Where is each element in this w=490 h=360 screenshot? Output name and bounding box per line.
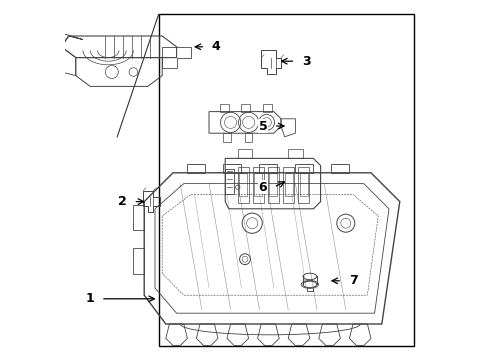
Bar	[300, 173, 308, 196]
Bar	[270, 173, 277, 196]
Bar	[285, 173, 293, 196]
Bar	[268, 167, 279, 203]
Bar	[225, 169, 234, 194]
Bar	[245, 133, 252, 142]
Bar	[254, 173, 262, 196]
Bar	[288, 149, 303, 158]
Text: 6: 6	[259, 181, 268, 194]
Text: 7: 7	[348, 274, 357, 287]
Bar	[238, 149, 252, 158]
Text: 5: 5	[259, 120, 268, 132]
Bar	[239, 173, 247, 196]
Text: 1: 1	[86, 292, 95, 305]
Text: 4: 4	[212, 40, 220, 53]
Text: 3: 3	[302, 55, 311, 68]
Bar	[331, 164, 349, 173]
Bar	[295, 164, 314, 173]
Bar	[223, 164, 242, 173]
Bar	[283, 167, 294, 203]
Bar	[242, 104, 250, 112]
Text: 2: 2	[118, 195, 127, 208]
Bar	[133, 205, 144, 230]
Bar	[223, 133, 231, 142]
Bar	[263, 104, 272, 112]
Bar	[187, 164, 205, 173]
Bar	[159, 14, 414, 346]
Bar	[238, 167, 248, 203]
Bar	[220, 104, 229, 112]
Bar	[133, 248, 144, 274]
Bar	[253, 167, 264, 203]
Bar	[259, 164, 277, 173]
Bar	[298, 167, 309, 203]
